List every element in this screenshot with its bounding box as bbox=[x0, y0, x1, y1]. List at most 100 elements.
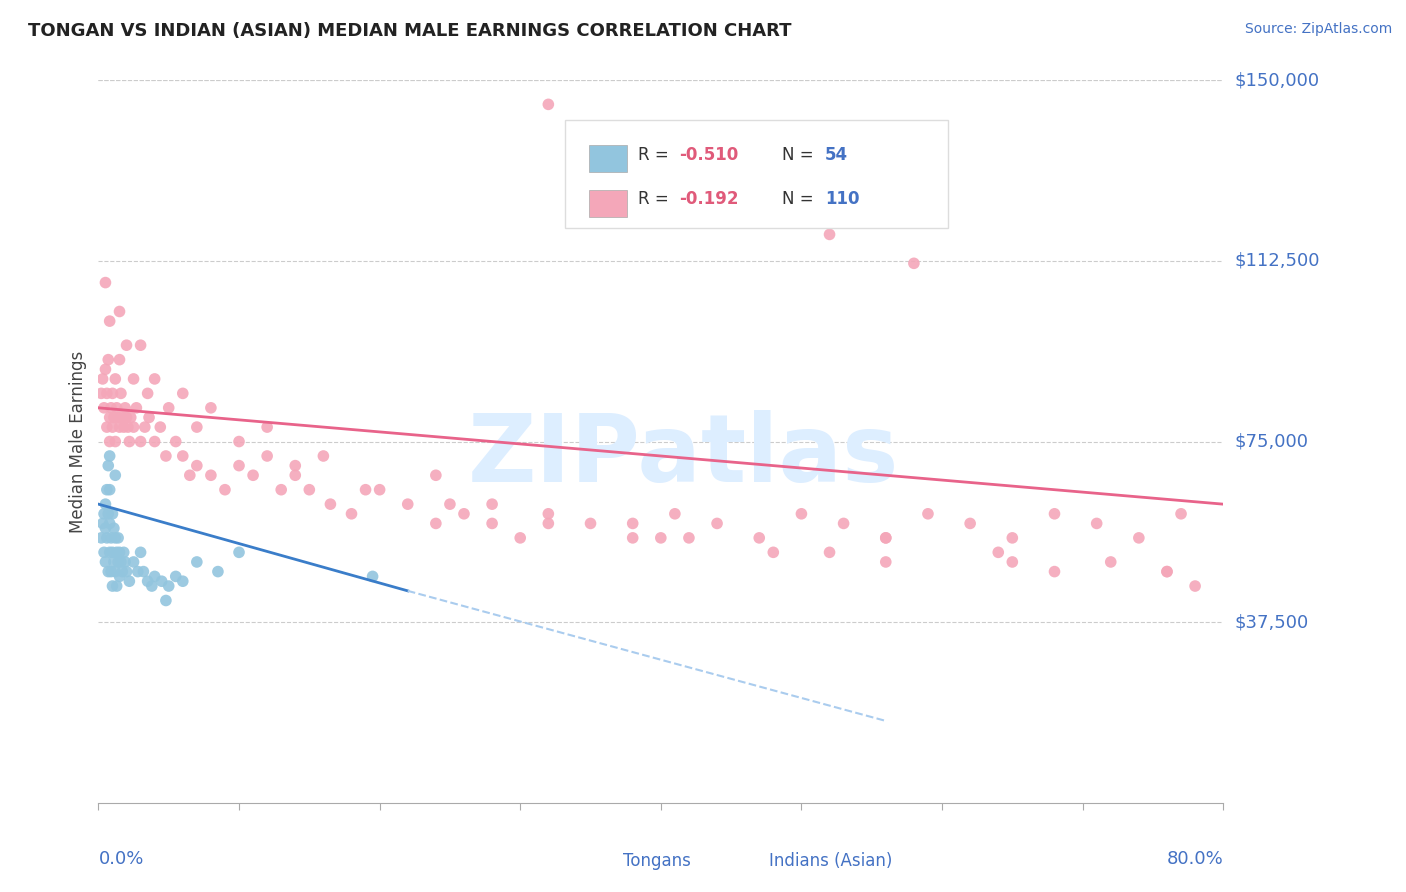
Point bbox=[396, 497, 419, 511]
Point bbox=[100, 401, 122, 415]
Point bbox=[903, 256, 925, 270]
Point bbox=[172, 449, 194, 463]
Point bbox=[97, 565, 120, 579]
Point bbox=[104, 468, 127, 483]
Text: -0.192: -0.192 bbox=[679, 190, 738, 209]
Point bbox=[537, 97, 560, 112]
Point bbox=[105, 579, 128, 593]
Point bbox=[115, 565, 138, 579]
Text: 110: 110 bbox=[825, 190, 859, 209]
Point bbox=[790, 131, 813, 145]
Point bbox=[1043, 507, 1066, 521]
Point bbox=[105, 545, 128, 559]
Text: Tongans: Tongans bbox=[623, 853, 690, 871]
Point bbox=[361, 569, 384, 583]
Point bbox=[155, 593, 177, 607]
Point bbox=[138, 410, 160, 425]
Point bbox=[917, 507, 939, 521]
Point bbox=[242, 468, 264, 483]
Point bbox=[228, 545, 250, 559]
Point bbox=[832, 516, 855, 531]
Point bbox=[818, 227, 841, 242]
Point bbox=[621, 531, 644, 545]
Text: $112,500: $112,500 bbox=[1234, 252, 1320, 270]
Point bbox=[1128, 531, 1150, 545]
Point bbox=[129, 434, 152, 449]
Point bbox=[136, 574, 159, 589]
Point bbox=[125, 401, 148, 415]
Point bbox=[179, 468, 201, 483]
Y-axis label: Median Male Earnings: Median Male Earnings bbox=[69, 351, 87, 533]
Point bbox=[96, 483, 118, 497]
Point bbox=[94, 362, 117, 376]
Point bbox=[481, 516, 503, 531]
Point bbox=[104, 565, 127, 579]
Point bbox=[875, 531, 897, 545]
Point bbox=[96, 386, 118, 401]
Text: 0.0%: 0.0% bbox=[98, 850, 143, 868]
Point bbox=[312, 449, 335, 463]
Text: N =: N = bbox=[782, 190, 820, 209]
Point bbox=[143, 372, 166, 386]
Point bbox=[537, 516, 560, 531]
Point bbox=[107, 531, 129, 545]
Point bbox=[98, 410, 121, 425]
Point bbox=[132, 565, 155, 579]
Point bbox=[621, 516, 644, 531]
Point bbox=[110, 386, 132, 401]
Point bbox=[228, 434, 250, 449]
Point bbox=[228, 458, 250, 473]
Point bbox=[108, 569, 131, 583]
Point bbox=[1156, 565, 1178, 579]
Point bbox=[104, 372, 127, 386]
Point bbox=[98, 545, 121, 559]
Point bbox=[101, 507, 124, 521]
Point bbox=[96, 531, 118, 545]
Point bbox=[94, 497, 117, 511]
Point bbox=[118, 434, 141, 449]
Point bbox=[200, 401, 222, 415]
Text: TONGAN VS INDIAN (ASIAN) MEDIAN MALE EARNINGS CORRELATION CHART: TONGAN VS INDIAN (ASIAN) MEDIAN MALE EAR… bbox=[28, 22, 792, 40]
Point bbox=[987, 545, 1010, 559]
Point bbox=[256, 420, 278, 434]
Point bbox=[284, 468, 307, 483]
Point bbox=[1043, 565, 1066, 579]
Text: N =: N = bbox=[782, 146, 820, 164]
Point bbox=[149, 420, 172, 434]
Point bbox=[98, 314, 121, 328]
Point bbox=[143, 569, 166, 583]
Point bbox=[425, 468, 447, 483]
Point bbox=[103, 555, 125, 569]
Point bbox=[98, 483, 121, 497]
Point bbox=[115, 338, 138, 352]
Point bbox=[94, 276, 117, 290]
Point bbox=[94, 521, 117, 535]
Point bbox=[98, 434, 121, 449]
Point bbox=[165, 434, 187, 449]
Point bbox=[122, 372, 145, 386]
Point bbox=[97, 352, 120, 367]
Point bbox=[105, 401, 128, 415]
Point bbox=[98, 516, 121, 531]
Point bbox=[439, 497, 461, 511]
Point bbox=[108, 304, 131, 318]
Point bbox=[114, 401, 136, 415]
FancyBboxPatch shape bbox=[737, 853, 762, 871]
Point bbox=[136, 386, 159, 401]
Point bbox=[114, 555, 136, 569]
Point bbox=[165, 569, 187, 583]
Text: 80.0%: 80.0% bbox=[1167, 850, 1223, 868]
Point bbox=[141, 579, 163, 593]
Point bbox=[111, 410, 134, 425]
Point bbox=[98, 449, 121, 463]
Point bbox=[97, 458, 120, 473]
Point bbox=[107, 555, 129, 569]
Point bbox=[319, 497, 342, 511]
Point bbox=[134, 420, 156, 434]
Point bbox=[143, 434, 166, 449]
Point bbox=[157, 401, 180, 415]
Point bbox=[1099, 555, 1122, 569]
Point bbox=[104, 434, 127, 449]
Point bbox=[214, 483, 236, 497]
Point bbox=[186, 555, 208, 569]
